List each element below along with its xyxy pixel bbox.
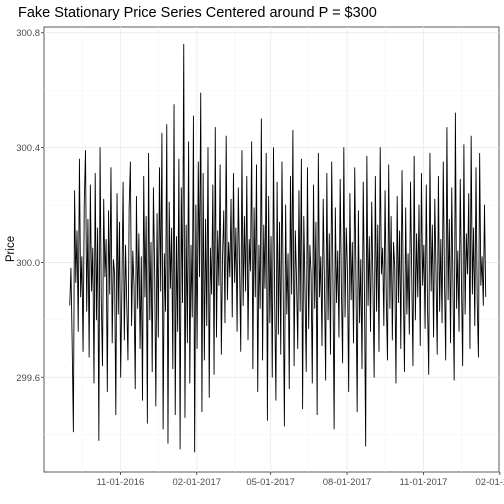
x-tick-label: 05-01-2017: [246, 477, 295, 488]
x-axis: 11-01-2016 02-01-2017 05-01-2017 08-01-2017…: [96, 472, 504, 488]
x-tick-label: 02-01-2018: [476, 477, 504, 488]
x-tick-label: 11-01-2017: [399, 477, 447, 488]
y-axis-label: Price: [5, 236, 17, 262]
x-tick-label: 02-01-2017: [172, 477, 221, 488]
y-tick-label: 300.4: [16, 143, 40, 154]
x-tick-label: 11-01-2016: [96, 477, 144, 488]
plot-panel: [43, 26, 500, 473]
y-tick-label: 299.6: [16, 373, 40, 384]
chart-title: Fake Stationary Price Series Centered ar…: [18, 5, 377, 21]
y-tick-label: 300.8: [16, 28, 40, 39]
x-tick-label: 08-01-2017: [323, 477, 372, 488]
y-axis: 299.6 300.0 300.4 300.8: [16, 28, 44, 384]
y-tick-label: 300.0: [16, 258, 40, 269]
price-series-line: [69, 43, 487, 453]
